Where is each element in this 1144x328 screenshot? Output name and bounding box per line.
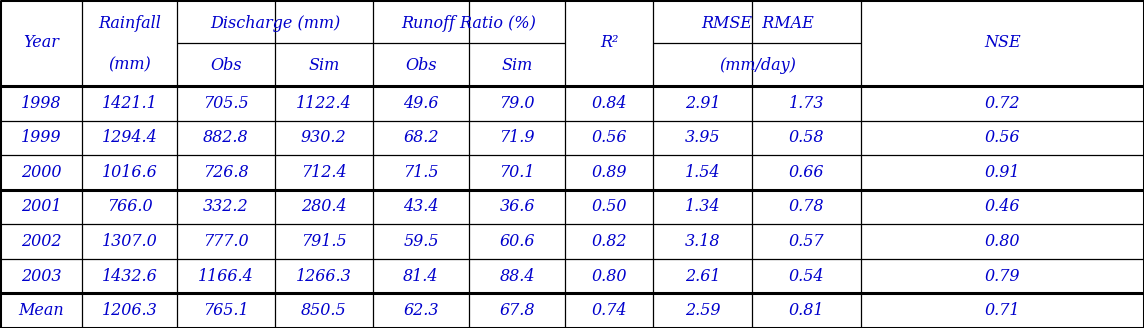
Text: 0.82: 0.82	[591, 233, 627, 250]
Text: 2002: 2002	[21, 233, 62, 250]
Text: 1.34: 1.34	[684, 198, 721, 215]
Text: 1.54: 1.54	[684, 164, 721, 181]
Text: Obs: Obs	[405, 57, 437, 74]
Text: 59.5: 59.5	[403, 233, 439, 250]
Text: 705.5: 705.5	[204, 95, 248, 112]
Text: 0.58: 0.58	[788, 129, 825, 146]
Text: 0.81: 0.81	[788, 302, 825, 319]
Text: 1432.6: 1432.6	[102, 268, 158, 285]
Text: 0.54: 0.54	[788, 268, 825, 285]
Text: 36.6: 36.6	[499, 198, 535, 215]
Text: (mm): (mm)	[109, 57, 151, 74]
Text: 712.4: 712.4	[301, 164, 347, 181]
Text: Discharge (mm): Discharge (mm)	[210, 15, 340, 32]
Text: 2.61: 2.61	[684, 268, 721, 285]
Text: 1.73: 1.73	[788, 95, 825, 112]
Text: 0.56: 0.56	[591, 129, 627, 146]
Text: Mean: Mean	[18, 302, 64, 319]
Text: 766.0: 766.0	[108, 198, 152, 215]
Text: 0.57: 0.57	[788, 233, 825, 250]
Text: 71.9: 71.9	[499, 129, 535, 146]
Text: (mm/day): (mm/day)	[718, 57, 796, 74]
Text: 930.2: 930.2	[301, 129, 347, 146]
Text: 0.80: 0.80	[985, 233, 1020, 250]
Text: 70.1: 70.1	[499, 164, 535, 181]
Text: 2.91: 2.91	[684, 95, 721, 112]
Text: Sim: Sim	[501, 57, 533, 74]
Text: 0.72: 0.72	[985, 95, 1020, 112]
Text: Runoff Ratio (%): Runoff Ratio (%)	[402, 15, 537, 32]
Text: R²: R²	[599, 34, 619, 51]
Text: 2003: 2003	[21, 268, 62, 285]
Text: 1016.6: 1016.6	[102, 164, 158, 181]
Text: 0.66: 0.66	[788, 164, 825, 181]
Text: 1998: 1998	[21, 95, 62, 112]
Text: 0.79: 0.79	[985, 268, 1020, 285]
Text: 60.6: 60.6	[499, 233, 535, 250]
Text: 0.80: 0.80	[591, 268, 627, 285]
Text: 3.18: 3.18	[684, 233, 721, 250]
Text: 726.8: 726.8	[204, 164, 248, 181]
Text: 0.50: 0.50	[591, 198, 627, 215]
Text: 1122.4: 1122.4	[296, 95, 351, 112]
Text: 0.89: 0.89	[591, 164, 627, 181]
Text: 0.56: 0.56	[985, 129, 1020, 146]
Text: 79.0: 79.0	[499, 95, 535, 112]
Text: 791.5: 791.5	[301, 233, 347, 250]
Text: 88.4: 88.4	[499, 268, 535, 285]
Text: 1206.3: 1206.3	[102, 302, 158, 319]
Text: 67.8: 67.8	[499, 302, 535, 319]
Text: 332.2: 332.2	[204, 198, 248, 215]
Text: 0.46: 0.46	[985, 198, 1020, 215]
Text: 2.59: 2.59	[684, 302, 721, 319]
Text: Obs: Obs	[210, 57, 241, 74]
Text: RMSE  RMAE: RMSE RMAE	[701, 15, 813, 32]
Text: NSE: NSE	[984, 34, 1022, 51]
Text: 0.78: 0.78	[788, 198, 825, 215]
Text: 765.1: 765.1	[204, 302, 248, 319]
Text: 0.74: 0.74	[591, 302, 627, 319]
Text: Rainfall: Rainfall	[98, 15, 161, 32]
Text: 1421.1: 1421.1	[102, 95, 158, 112]
Text: 71.5: 71.5	[403, 164, 439, 181]
Text: 1999: 1999	[21, 129, 62, 146]
Text: 1294.4: 1294.4	[102, 129, 158, 146]
Text: 0.84: 0.84	[591, 95, 627, 112]
Text: 49.6: 49.6	[403, 95, 439, 112]
Text: 2000: 2000	[21, 164, 62, 181]
Text: 0.71: 0.71	[985, 302, 1020, 319]
Text: Sim: Sim	[308, 57, 340, 74]
Text: 850.5: 850.5	[301, 302, 347, 319]
Text: 1307.0: 1307.0	[102, 233, 158, 250]
Text: Year: Year	[23, 34, 59, 51]
Text: 2001: 2001	[21, 198, 62, 215]
Text: 0.91: 0.91	[985, 164, 1020, 181]
Text: 68.2: 68.2	[403, 129, 439, 146]
Text: 280.4: 280.4	[301, 198, 347, 215]
Text: 62.3: 62.3	[403, 302, 439, 319]
Text: 1166.4: 1166.4	[198, 268, 254, 285]
Text: 3.95: 3.95	[684, 129, 721, 146]
Text: 43.4: 43.4	[403, 198, 439, 215]
Text: 81.4: 81.4	[403, 268, 439, 285]
Text: 882.8: 882.8	[204, 129, 248, 146]
Text: 777.0: 777.0	[204, 233, 248, 250]
Text: 1266.3: 1266.3	[296, 268, 351, 285]
